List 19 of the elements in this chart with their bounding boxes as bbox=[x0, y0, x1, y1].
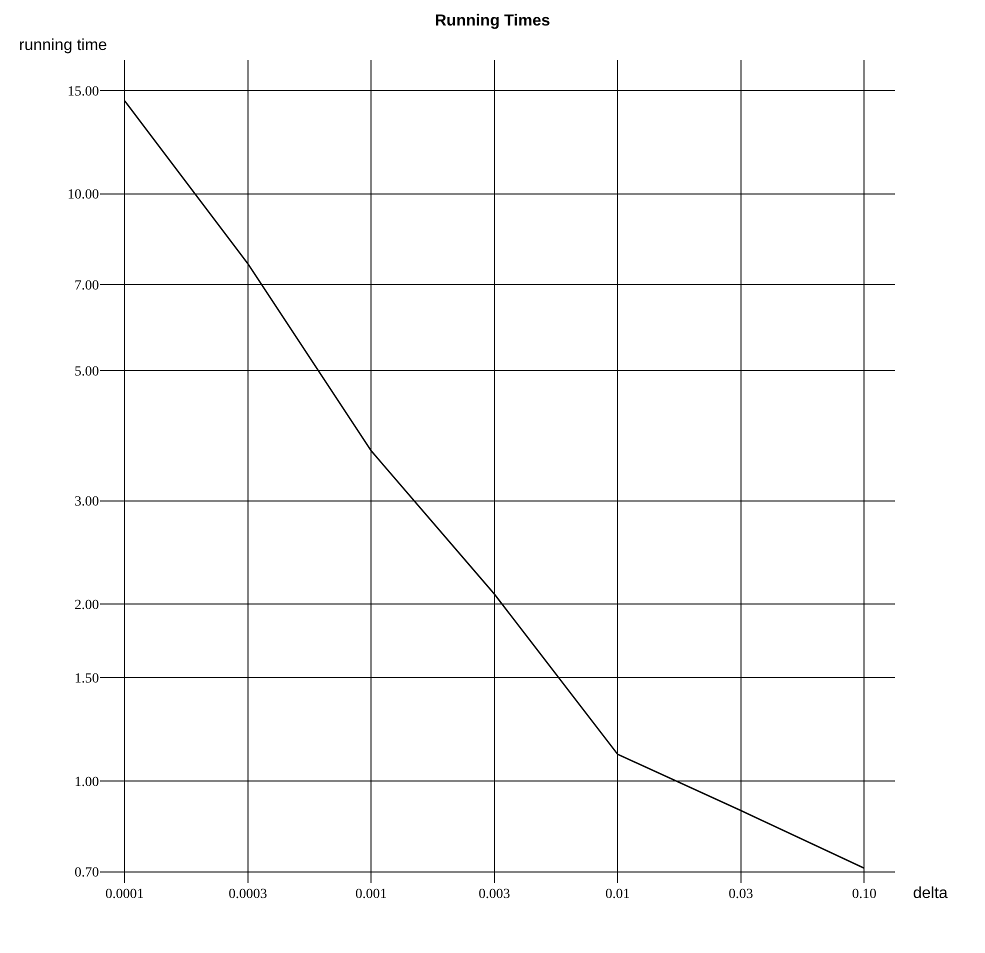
x-tick-label: 0.0001 bbox=[105, 887, 144, 902]
y-tick-label: 15.00 bbox=[68, 84, 99, 100]
chart-title: Running Times bbox=[434, 12, 550, 30]
y-tick-label: 5.00 bbox=[74, 364, 99, 380]
x-tick-label: 0.03 bbox=[728, 887, 754, 902]
y-tick-label: 7.00 bbox=[74, 278, 99, 294]
x-tick-label: 0.0003 bbox=[228, 887, 268, 902]
y-tick-label: 1.50 bbox=[74, 671, 99, 686]
x-tick-label: 0.10 bbox=[852, 887, 876, 902]
x-tick-label: 0.001 bbox=[355, 887, 387, 902]
y-tick-label: 1.00 bbox=[74, 774, 99, 790]
y-tick-label: 10.00 bbox=[68, 188, 99, 203]
y-axis-title: running time bbox=[19, 37, 108, 54]
x-axis-title: delta bbox=[913, 885, 948, 902]
x-tick-label: 0.003 bbox=[478, 887, 510, 902]
y-tick-label: 2.00 bbox=[74, 598, 99, 614]
y-tick-label: 0.70 bbox=[74, 866, 99, 881]
y-tick-label: 3.00 bbox=[74, 494, 99, 510]
x-tick-label: 0.01 bbox=[605, 887, 630, 902]
